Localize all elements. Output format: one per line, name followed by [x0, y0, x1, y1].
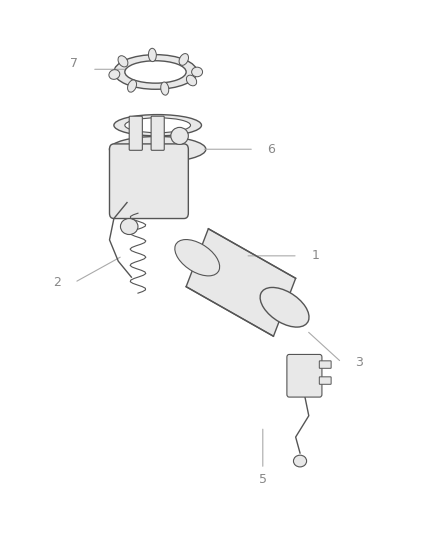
Ellipse shape [293, 455, 307, 467]
FancyBboxPatch shape [110, 144, 188, 219]
Ellipse shape [109, 70, 120, 79]
Ellipse shape [125, 118, 191, 133]
Ellipse shape [260, 287, 309, 327]
Ellipse shape [110, 136, 206, 162]
Text: 1: 1 [311, 249, 319, 262]
Text: 3: 3 [355, 356, 363, 369]
Ellipse shape [118, 56, 128, 67]
FancyBboxPatch shape [319, 377, 331, 384]
Text: 7: 7 [71, 58, 78, 70]
Ellipse shape [175, 239, 219, 276]
Ellipse shape [179, 54, 188, 66]
Ellipse shape [171, 127, 188, 144]
Text: 5: 5 [259, 473, 267, 486]
Ellipse shape [161, 82, 169, 95]
FancyBboxPatch shape [319, 361, 331, 368]
Ellipse shape [125, 61, 186, 83]
Ellipse shape [148, 49, 156, 62]
FancyBboxPatch shape [129, 116, 142, 150]
Ellipse shape [114, 115, 201, 136]
Text: 6: 6 [268, 143, 276, 156]
Ellipse shape [114, 55, 197, 89]
Ellipse shape [192, 67, 202, 77]
Ellipse shape [127, 80, 137, 92]
Ellipse shape [187, 75, 197, 86]
FancyBboxPatch shape [151, 116, 164, 150]
Text: 2: 2 [53, 276, 61, 289]
Polygon shape [186, 229, 296, 336]
Ellipse shape [120, 219, 138, 235]
FancyBboxPatch shape [287, 354, 322, 397]
